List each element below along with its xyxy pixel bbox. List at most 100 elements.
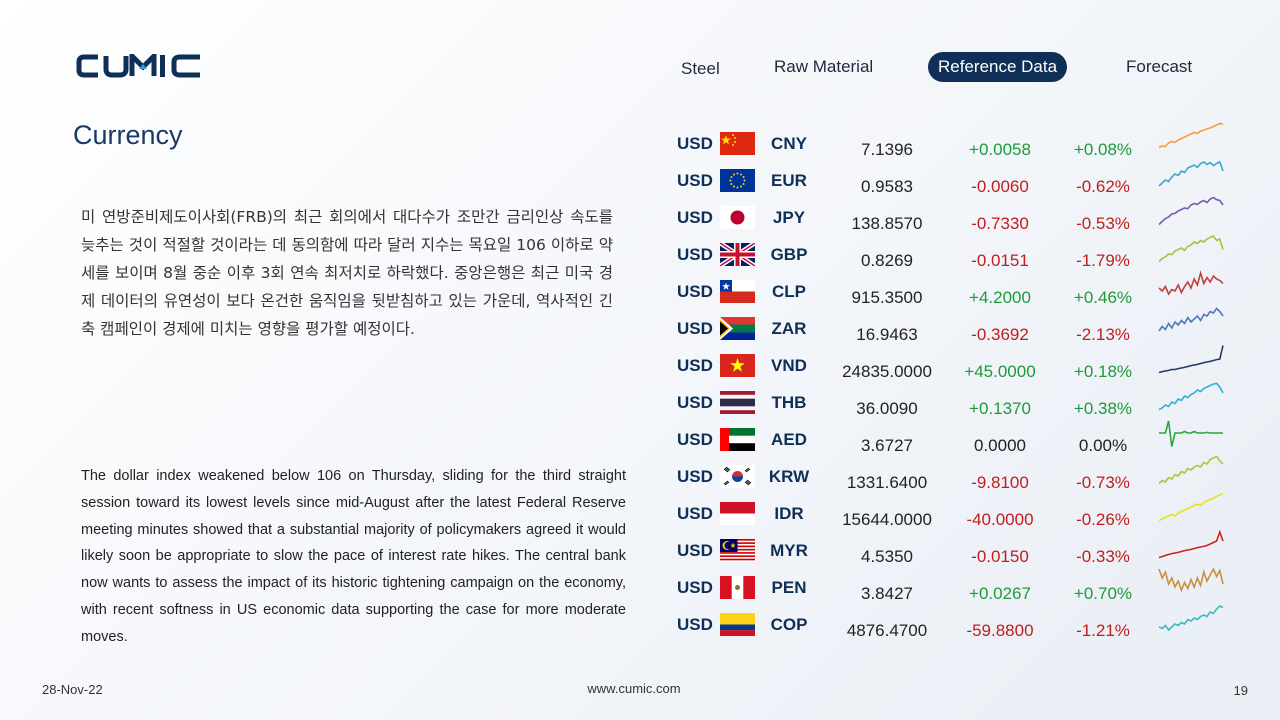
sparkline-cop (1158, 605, 1224, 632)
quote-currency: MYR (770, 541, 808, 560)
vn-flag-icon (720, 354, 755, 377)
nav-steel[interactable]: Steel (681, 59, 720, 78)
cl-flag-icon (720, 280, 755, 303)
nav-reference-data[interactable]: Reference Data (928, 52, 1068, 82)
exchange-rate: 15644.0000 (842, 510, 932, 529)
sparkline-chart (1158, 345, 1224, 374)
footer-date: 28-Nov-22 (42, 682, 103, 697)
quote-currency: KRW (768, 467, 810, 486)
rate-change: +0.0058 (969, 140, 1031, 159)
base-currency: USD (677, 430, 713, 449)
currency-row-vnd: USD VND 24835.0000 +45.0000 +0.18% (0, 345, 1280, 381)
rate-change: -40.0000 (966, 510, 1034, 529)
page-title: Currency (73, 120, 183, 150)
cumic-logo[interactable] (76, 54, 204, 78)
gb-flag-icon (720, 243, 755, 266)
quote-currency: PEN (771, 578, 807, 597)
kr-flag-icon (720, 465, 755, 488)
nav-raw-material[interactable]: Raw Material (774, 57, 874, 76)
sparkline-pen (1158, 567, 1224, 593)
rate-change: +0.0267 (969, 584, 1031, 603)
quote-currency: COP (770, 615, 808, 634)
currency-row-krw: USD KRW 1331.6400 -9.8100 -0.73% (0, 455, 1280, 492)
quote-currency: AED (771, 430, 807, 449)
rate-change-percent: -0.26% (1076, 510, 1130, 529)
sparkline-chart (1158, 234, 1224, 263)
sparkline-aed (1159, 420, 1223, 447)
top-nav: Steel Raw Material Reference Data Foreca… (0, 52, 1280, 82)
currency-row-aed: USD AED 3.6727 0.0000 0.00% (0, 420, 1280, 455)
eu-flag-icon (720, 169, 755, 192)
rate-change: -0.0150 (971, 547, 1029, 566)
page-number: 19 (1233, 683, 1248, 698)
rate-change-percent: +0.70% (1073, 584, 1133, 603)
currency-row-gbp: USD GBP 0.8269 -0.0151 -1.79% (0, 234, 1280, 270)
rate-change: -0.0060 (971, 177, 1029, 196)
rate-change-percent: +0.46% (1073, 288, 1133, 307)
rate-change: -0.0151 (971, 251, 1029, 270)
currency-row-cop: USD COP 4876.4700 -59.8800 -1.21% (0, 605, 1280, 640)
rate-change-percent: -0.33% (1076, 547, 1130, 566)
exchange-rate: 4.5350 (861, 547, 913, 566)
sparkline-chart (1158, 492, 1224, 522)
sparkline-chart (1158, 529, 1224, 559)
currency-row-thb: USD THB 36.0090 +0.1370 +0.38% (0, 382, 1280, 418)
english-summary: The dollar index weakened below 106 on T… (81, 468, 626, 645)
currency-row-idr: USD IDR 15644.0000 -40.0000 -0.26% (0, 492, 1280, 529)
id-flag-icon (720, 502, 755, 525)
base-currency: USD (677, 245, 713, 264)
rate-change-percent: +0.38% (1073, 399, 1133, 418)
quote-currency: VND (771, 356, 807, 375)
currency-row-pen: USD PEN 3.8427 +0.0267 +0.70% (0, 567, 1280, 603)
base-currency: USD (677, 171, 713, 190)
exchange-rate: 1331.6400 (846, 473, 928, 492)
sparkline-chart (1158, 307, 1224, 332)
sparkline-chart (1158, 382, 1224, 411)
base-currency: USD (677, 615, 713, 634)
exchange-rate: 138.8570 (851, 214, 923, 233)
base-currency: USD (677, 578, 713, 597)
sparkline-chart (1158, 605, 1224, 632)
rate-change: +4.2000 (969, 288, 1031, 307)
quote-currency: EUR (771, 171, 807, 190)
sparkline-chart (1158, 122, 1224, 149)
cumic-logo-graphic (76, 54, 200, 78)
rate-change: -0.3692 (971, 325, 1029, 344)
cn-flag-icon (720, 132, 755, 155)
quote-currency: IDR (774, 504, 804, 523)
nav-forecast[interactable]: Forecast (1126, 57, 1193, 76)
base-currency: USD (677, 393, 713, 412)
quote-currency: THB (771, 393, 807, 412)
currency-row-jpy: USD JPY 138.8570 -0.7330 -0.53% (0, 196, 1280, 233)
exchange-rate: 7.1396 (861, 140, 913, 159)
sparkline-idr (1158, 492, 1224, 522)
rate-change-percent: -0.73% (1076, 473, 1130, 492)
rate-change-percent: -0.62% (1076, 177, 1130, 196)
sparkline-cny (1158, 122, 1224, 149)
quote-currency: JPY (772, 208, 806, 227)
rate-change-percent: 0.00% (1078, 436, 1128, 455)
sparkline-gbp (1158, 234, 1224, 263)
exchange-rate: 4876.4700 (846, 621, 928, 640)
sparkline-krw (1158, 455, 1224, 485)
sparkline-eur (1158, 160, 1224, 187)
exchange-rate: 915.3500 (851, 288, 923, 307)
footer-url[interactable]: www.cumic.com (587, 681, 681, 696)
currency-row-clp: USD CLP 915.3500 +4.2000 +0.46% (0, 270, 1280, 307)
co-flag-icon (720, 613, 755, 636)
base-currency: USD (677, 319, 713, 338)
exchange-rate: 3.6727 (861, 436, 913, 455)
exchange-rate: 36.0090 (856, 399, 918, 418)
sparkline-jpy (1158, 196, 1224, 226)
currency-row-eur: USD EUR 0.9583 -0.0060 -0.62% (0, 160, 1280, 196)
quote-currency: ZAR (771, 319, 807, 338)
rate-change: -9.8100 (971, 473, 1029, 492)
rate-change: -59.8800 (966, 621, 1034, 640)
sparkline-zar (1158, 307, 1224, 332)
base-currency: USD (677, 541, 713, 560)
rate-change: +0.1370 (969, 399, 1031, 418)
my-flag-icon (720, 539, 755, 562)
base-currency: USD (677, 356, 713, 375)
sparkline-chart (1158, 567, 1224, 593)
sparkline-vnd (1158, 345, 1224, 374)
